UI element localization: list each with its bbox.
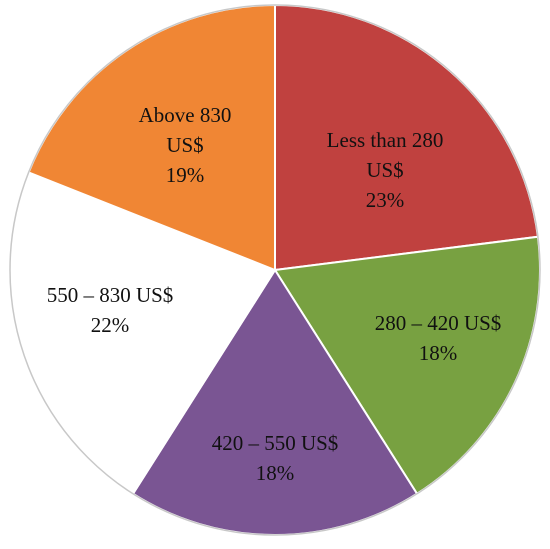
category-label: Less than 280 US$ [326, 128, 444, 182]
category-label: 420 – 550 US$ [211, 431, 339, 455]
category-label: 550 – 830 US$ [46, 283, 174, 307]
slice-label: 420 – 550 US$ 18% [185, 428, 365, 488]
slice-label: 550 – 830 US$ 22% [15, 280, 205, 340]
category-label: Above 830 US$ [138, 103, 232, 157]
slice-label: 280 – 420 US$ 18% [343, 308, 533, 368]
pie-outline [9, 4, 541, 536]
value-label: 22% [90, 313, 130, 337]
value-label: 19% [165, 163, 205, 187]
category-label: 280 – 420 US$ [374, 311, 502, 335]
value-label: 18% [255, 461, 295, 485]
value-label: 18% [418, 341, 458, 365]
value-label: 23% [365, 188, 405, 212]
slice-label: Above 830 US$ 19% [123, 100, 248, 190]
slice-label: Less than 280 US$ 23% [310, 125, 460, 215]
